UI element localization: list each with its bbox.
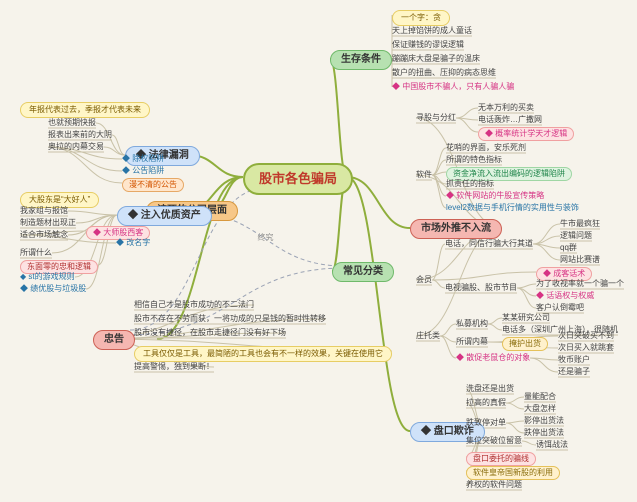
subleaf-node: level2数据与手机行情的实用性与装饰 xyxy=(446,203,579,213)
subleaf-node: ◆ 除权陷阱 xyxy=(122,154,164,164)
subleaf-node: 跌停出货法 xyxy=(524,428,564,438)
subleaf2-node: 某某研究公司 xyxy=(502,313,550,323)
leaf-node: 奥拉的内幕交易 xyxy=(48,142,104,152)
subleaf-node: 电话轰炸…广撒网 xyxy=(478,115,542,125)
subleaf2-node: 逻辑问题 xyxy=(560,231,592,241)
subleaf-node: 抓责任的指标 xyxy=(446,179,494,189)
leaf-node: 洗盘还是出货 xyxy=(466,384,514,394)
subleaf-node: ◆ 概率统计学天才逻辑 xyxy=(478,127,574,141)
leaf-node: 保证赚钱的谬误逻辑 xyxy=(392,40,464,50)
subleaf-node: 所谓内幕 xyxy=(456,337,488,347)
link-label: 终究 xyxy=(258,233,274,243)
leaf-node: 拉高的真假 xyxy=(466,398,506,408)
subleaf-node: 无本万利的买卖 xyxy=(478,103,534,113)
leaf-node: 软件皇帝国新股的利用 xyxy=(466,466,560,480)
leaf-node: 庄托类 xyxy=(416,331,440,341)
leaf-node: 制造题材出现正 xyxy=(20,218,76,228)
branch-b2[interactable]: 市场外推不入流 xyxy=(410,219,502,239)
subleaf-node: 花哨的界面，安乐死剂 xyxy=(446,143,526,153)
subleaf-node: 漫不清的公告 xyxy=(122,178,184,192)
branch-b8[interactable]: 忠告 xyxy=(93,330,135,350)
leaf-node: 工具仅仅是工具，最简陋的工具也会有不一样的效果，关键在使用它 xyxy=(134,346,392,362)
leaf-node: 相信自己才是股市成功的不二法门 xyxy=(134,300,254,310)
leaf-node: 盘口委托的骗线 xyxy=(466,452,536,466)
subleaf-node: 诱饵战法 xyxy=(536,440,568,450)
subleaf2-node: 次日突破买不到 xyxy=(558,331,614,341)
leaf-node: 也就预期快报 xyxy=(48,118,96,128)
leaf-node: ◆ st的游戏规则 xyxy=(20,272,75,282)
leaf-node: 一个字：贪 xyxy=(392,10,450,26)
leaf-node: 蹦蹦床大盘是骗子的温床 xyxy=(392,54,480,64)
subleaf2-node: 掩护出货 xyxy=(502,337,548,351)
leaf-node: 会员 xyxy=(416,275,432,285)
leaf-node: 寻股与分红 xyxy=(416,113,456,123)
leaf-node: 跌致停对单 xyxy=(466,418,506,428)
leaf-node: ◆ 绩优股与垃圾股 xyxy=(20,284,86,294)
subleaf-node: 电话，同信行骗大行其道 xyxy=(445,239,533,249)
subleaf2-node: 客户认倒霉吧 xyxy=(536,303,584,313)
leaf-node: 散户的扭曲、压抑的病态思维 xyxy=(392,68,496,78)
subleaf2-node: 网站比赛谱 xyxy=(560,255,600,265)
subleaf2-node: ◆ 话语权与权威 xyxy=(536,291,594,301)
leaf-node: 所谓什么 xyxy=(20,248,52,258)
subleaf-node: ◆ 软件网站的牛股宣传策略 xyxy=(446,191,544,201)
link-layer xyxy=(0,0,637,502)
subleaf2-node: 牧币账户 xyxy=(558,355,590,365)
leaf-node: 天上掉馅饼的成人童话 xyxy=(392,26,472,36)
subleaf-node: 所谓的特色指标 xyxy=(446,155,502,165)
subleaf-node: 影停出货法 xyxy=(524,416,564,426)
subleaf-node: 私募机构 xyxy=(456,319,488,329)
branch-b4[interactable]: 常见分类 xyxy=(332,262,394,282)
subleaf2-node: 牛市最疯狂 xyxy=(560,219,600,229)
annotation-bubble: 年报代表过去，季报才代表未来 xyxy=(20,102,150,118)
subleaf-node: ◆ 改名字 xyxy=(116,238,150,248)
leaf-node: 报表出来前的大阴 xyxy=(48,130,112,140)
leaf-node: ◆ 中国股市不骗人，只有人骗人骗 xyxy=(392,82,514,92)
subleaf-node: 电视骗股、股市节目 xyxy=(445,283,517,293)
leaf-node: 集位突破位留意 xyxy=(466,436,522,446)
subleaf2-node: 为了收视率就一个骗一个 xyxy=(536,279,624,289)
subleaf2-node: 还是骗子 xyxy=(558,367,590,377)
subleaf2-node: qq群 xyxy=(560,243,577,253)
branch-b1[interactable]: 生存条件 xyxy=(330,50,392,70)
branch-b7[interactable]: ◆ 注入优质资产 xyxy=(117,206,212,226)
subleaf2-node: 次日买入就跳套 xyxy=(558,343,614,353)
leaf-node: 软件 xyxy=(416,170,432,180)
root-node[interactable]: 股市各色骗局 xyxy=(243,163,353,195)
leaf-node: 我家组与报馆 xyxy=(20,206,68,216)
leaf-node: 提高警惕，独到果断！ xyxy=(134,362,214,372)
subleaf-node: ◆ 散促老鼠仓的对象 xyxy=(456,353,530,363)
leaf-node: 适合市场触念 xyxy=(20,230,68,240)
subleaf-node: 大盘怎样 xyxy=(524,404,556,414)
leaf-node: 养权的软件问题 xyxy=(466,480,522,490)
subleaf-node: ◆ 公告陷阱 xyxy=(122,166,164,176)
leaf-node: 股市没有捷径，在股市走捷径门没有好下场 xyxy=(134,328,286,338)
leaf-node: 股市不存在不劳而获，一将功成的只是钱的暂时性转移 xyxy=(134,314,326,324)
subleaf-node: 量能配合 xyxy=(524,392,556,402)
